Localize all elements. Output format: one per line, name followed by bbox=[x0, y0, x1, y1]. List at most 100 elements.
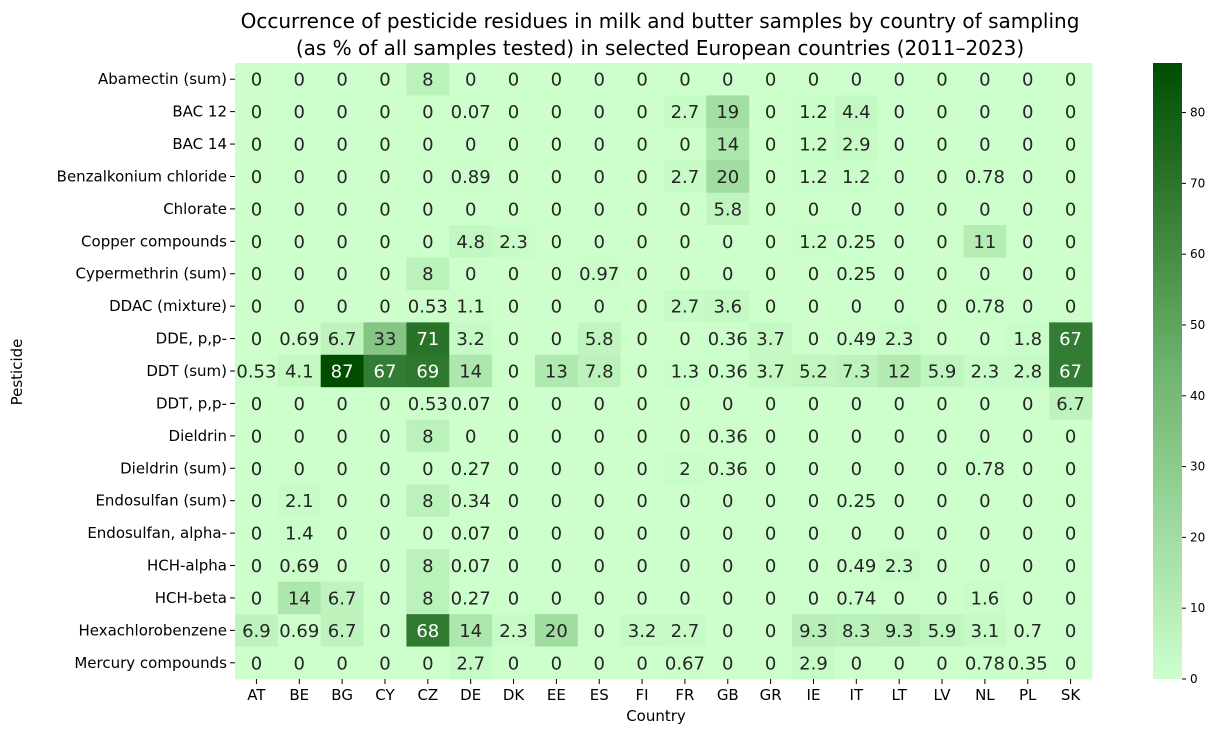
heatmap-cell bbox=[363, 192, 407, 226]
heatmap-cell bbox=[1049, 452, 1093, 485]
heatmap-cell bbox=[320, 581, 365, 615]
cell-value-label: 0 bbox=[765, 394, 776, 415]
cell-value-label: 0 bbox=[636, 297, 647, 318]
heatmap-cell bbox=[920, 160, 964, 194]
cell-value-label: 0 bbox=[893, 459, 904, 480]
heatmap-cell bbox=[235, 516, 279, 550]
cell-value-label: 0 bbox=[551, 167, 562, 188]
cell-value-label: 11 bbox=[973, 232, 996, 253]
heatmap-cell bbox=[834, 257, 879, 291]
heatmap-cell bbox=[406, 127, 450, 161]
heatmap-cell bbox=[663, 484, 707, 518]
cell-value-label: 0 bbox=[936, 264, 947, 285]
heatmap-cell bbox=[320, 225, 365, 259]
heatmap-cell bbox=[963, 484, 1007, 518]
cell-value-label: 14 bbox=[459, 362, 482, 383]
heatmap-cell bbox=[577, 63, 622, 96]
heatmap-cell bbox=[920, 484, 964, 518]
cell-value-label: 0 bbox=[551, 394, 562, 415]
heatmap-cell bbox=[235, 322, 279, 356]
heatmap-cell bbox=[834, 646, 879, 680]
x-tick-label: GB bbox=[717, 686, 739, 704]
cell-value-label: 0 bbox=[551, 102, 562, 123]
cell-value-label: 6.7 bbox=[328, 329, 357, 350]
x-tick-label: GR bbox=[760, 686, 782, 704]
cell-value-label: 2.7 bbox=[671, 621, 700, 642]
heatmap-cell bbox=[792, 549, 836, 583]
heatmap-cell bbox=[663, 322, 707, 356]
cell-value-label: 0 bbox=[294, 426, 305, 447]
cell-value-label: 0 bbox=[679, 524, 690, 545]
cell-value-label: 0 bbox=[1065, 491, 1076, 512]
heatmap-cell bbox=[706, 127, 750, 161]
heatmap-cell bbox=[1006, 354, 1050, 388]
cell-value-label: 14 bbox=[716, 135, 739, 156]
cell-value-label: 0 bbox=[893, 394, 904, 415]
heatmap-cell bbox=[492, 192, 536, 226]
heatmap-cell bbox=[663, 95, 707, 129]
heatmap-cell bbox=[620, 549, 664, 583]
cell-value-label: 0 bbox=[379, 394, 390, 415]
cell-value-label: 0.07 bbox=[451, 102, 491, 123]
y-tick-label: Hexachlorobenzene bbox=[78, 621, 227, 639]
cell-value-label: 1.8 bbox=[1013, 329, 1042, 350]
cell-value-label: 0 bbox=[1065, 232, 1076, 253]
heatmap-cell bbox=[877, 289, 922, 323]
colorbar-ticks: 0 10 20 30 40 50 60 70 80 bbox=[1182, 106, 1205, 686]
cell-value-label: 0 bbox=[422, 167, 433, 188]
cell-value-label: 0 bbox=[1022, 264, 1033, 285]
heatmap-cell bbox=[877, 160, 922, 194]
heatmap-cell bbox=[620, 257, 664, 291]
heatmap-cell bbox=[577, 257, 622, 291]
heatmap-cell bbox=[277, 289, 322, 323]
heatmap-cell bbox=[534, 614, 579, 648]
cell-value-label: 1.3 bbox=[671, 362, 700, 383]
x-tick-label: PL bbox=[1019, 686, 1037, 704]
cell-value-label: 0 bbox=[465, 426, 476, 447]
cell-value-label: 0.27 bbox=[451, 459, 491, 480]
cell-value-label: 0 bbox=[294, 653, 305, 674]
cell-value-label: 0 bbox=[893, 70, 904, 91]
x-tick-label: AT bbox=[247, 686, 266, 704]
heatmap-cell bbox=[706, 452, 750, 485]
cell-value-label: 14 bbox=[288, 588, 311, 609]
cell-value-label: 0 bbox=[593, 102, 604, 123]
cell-value-label: 0.89 bbox=[451, 167, 491, 188]
heatmap-cell bbox=[235, 225, 279, 259]
heatmap-cell bbox=[877, 257, 922, 291]
x-tick-label: FI bbox=[636, 686, 649, 704]
cell-value-label: 0 bbox=[979, 491, 990, 512]
cell-value-label: 19 bbox=[716, 102, 739, 123]
heatmap-cell bbox=[277, 95, 322, 129]
cell-value-label: 0 bbox=[251, 199, 262, 220]
cell-value-label: 0 bbox=[1022, 394, 1033, 415]
cell-value-label: 0 bbox=[593, 394, 604, 415]
cell-value-label: 0 bbox=[251, 135, 262, 156]
colorbar-tick-label: 10 bbox=[1190, 601, 1205, 615]
cell-value-label: 3.2 bbox=[628, 621, 657, 642]
cell-value-label: 0 bbox=[936, 102, 947, 123]
colorbar-tick-label: 70 bbox=[1190, 176, 1205, 190]
cell-value-label: 0 bbox=[765, 102, 776, 123]
x-tick-label: FR bbox=[675, 686, 694, 704]
cell-value-label: 0 bbox=[722, 70, 733, 91]
cell-value-label: 0 bbox=[1022, 70, 1033, 91]
cell-value-label: 0 bbox=[1022, 588, 1033, 609]
cell-value-label: 0 bbox=[251, 70, 262, 91]
heatmap-cell bbox=[363, 516, 407, 550]
cell-value-label: 0 bbox=[808, 329, 819, 350]
heatmap-cell bbox=[706, 614, 750, 648]
cell-value-label: 0 bbox=[636, 70, 647, 91]
heatmap-cell bbox=[792, 289, 836, 323]
cell-value-label: 0 bbox=[379, 264, 390, 285]
heatmap-cell bbox=[706, 516, 750, 550]
heatmap-cell bbox=[320, 160, 365, 194]
heatmap-cell bbox=[277, 549, 322, 583]
cell-value-label: 2.9 bbox=[842, 135, 871, 156]
cell-value-label: 0 bbox=[422, 102, 433, 123]
heatmap-cell bbox=[363, 614, 407, 648]
heatmap-cell bbox=[1006, 192, 1050, 226]
heatmap-cell bbox=[963, 452, 1007, 485]
cell-value-label: 7.8 bbox=[585, 362, 614, 383]
heatmap-cell bbox=[920, 452, 964, 485]
